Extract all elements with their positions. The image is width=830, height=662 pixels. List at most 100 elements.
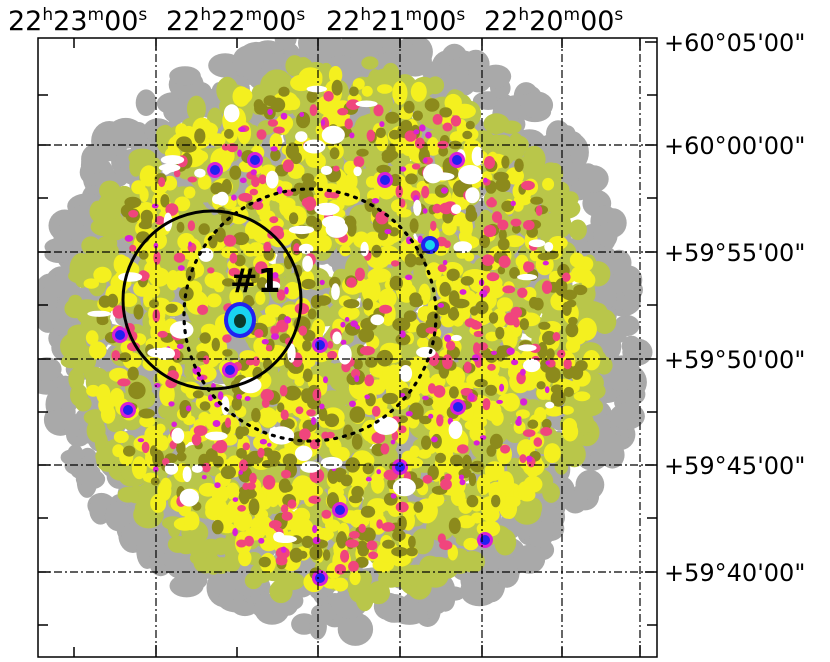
intensity-blob bbox=[338, 305, 360, 321]
intensity-blob bbox=[238, 275, 250, 288]
intensity-blob bbox=[459, 216, 473, 238]
intensity-blob bbox=[194, 128, 206, 144]
intensity-blob bbox=[189, 551, 207, 565]
intensity-blob bbox=[223, 104, 240, 123]
intensity-blob bbox=[519, 454, 527, 464]
intensity-blob bbox=[314, 202, 340, 216]
intensity-blob bbox=[439, 540, 453, 551]
intensity-blob bbox=[271, 272, 279, 279]
intensity-blob bbox=[225, 482, 240, 500]
intensity-blob bbox=[176, 440, 186, 455]
intensity-blob bbox=[399, 330, 406, 338]
intensity-blob bbox=[153, 466, 159, 473]
intensity-blob bbox=[300, 461, 321, 473]
intensity-blob bbox=[362, 462, 374, 475]
intensity-blob bbox=[424, 98, 440, 112]
intensity-blob bbox=[301, 278, 316, 290]
intensity-blob bbox=[321, 125, 345, 144]
intensity-blob bbox=[345, 457, 361, 473]
intensity-blob bbox=[520, 398, 528, 406]
intensity-blob bbox=[365, 176, 378, 188]
intensity-blob bbox=[369, 379, 386, 395]
ra-tick-label: 22h21m00s bbox=[326, 5, 465, 37]
intensity-blob bbox=[343, 299, 360, 309]
intensity-blob bbox=[349, 531, 360, 539]
intensity-blob bbox=[335, 505, 345, 515]
intensity-blob bbox=[277, 402, 285, 413]
intensity-blob bbox=[210, 182, 224, 195]
intensity-blob bbox=[199, 401, 211, 411]
intensity-blob bbox=[295, 445, 313, 461]
intensity-blob bbox=[156, 125, 173, 144]
intensity-blob bbox=[468, 392, 475, 402]
intensity-blob bbox=[251, 220, 274, 244]
intensity-blob bbox=[423, 565, 449, 588]
intensity-blob bbox=[404, 130, 417, 142]
intensity-blob bbox=[323, 376, 328, 384]
intensity-blob bbox=[139, 165, 158, 187]
intensity-blob bbox=[315, 573, 325, 583]
intensity-blob bbox=[331, 79, 343, 96]
intensity-blob bbox=[206, 293, 222, 308]
intensity-blob bbox=[349, 86, 359, 97]
intensity-blob bbox=[506, 457, 523, 478]
intensity-blob bbox=[349, 132, 355, 139]
intensity-blob bbox=[444, 334, 452, 342]
intensity-blob bbox=[211, 442, 225, 452]
intensity-blob bbox=[269, 579, 293, 604]
intensity-blob bbox=[442, 122, 453, 132]
intensity-blob bbox=[281, 469, 291, 479]
intensity-blob bbox=[403, 100, 415, 114]
intensity-blob bbox=[417, 337, 429, 349]
intensity-blob bbox=[301, 388, 314, 400]
intensity-blob bbox=[268, 263, 285, 275]
intensity-blob bbox=[201, 475, 207, 480]
intensity-blob bbox=[68, 367, 85, 391]
intensity-blob bbox=[256, 129, 267, 140]
intensity-blob bbox=[462, 130, 473, 140]
intensity-blob bbox=[212, 194, 224, 205]
intensity-blob bbox=[288, 225, 315, 235]
intensity-blob bbox=[158, 177, 166, 188]
intensity-blob bbox=[107, 293, 119, 308]
intensity-blob bbox=[414, 407, 424, 420]
intensity-blob bbox=[448, 306, 459, 321]
intensity-blob bbox=[498, 393, 515, 408]
intensity-blob bbox=[313, 154, 326, 170]
intensity-blob bbox=[233, 510, 253, 531]
intensity-blob bbox=[231, 397, 242, 411]
intensity-blob bbox=[133, 304, 144, 320]
intensity-blob bbox=[158, 163, 181, 172]
intensity-blob bbox=[141, 441, 150, 454]
intensity-blob bbox=[552, 332, 561, 342]
intensity-blob bbox=[439, 443, 458, 454]
intensity-blob bbox=[38, 357, 62, 381]
intensity-blob bbox=[319, 403, 325, 410]
intensity-blob bbox=[276, 289, 286, 301]
intensity-blob bbox=[491, 350, 497, 355]
intensity-blob bbox=[464, 318, 477, 328]
dec-tick-label: +59°40'00" bbox=[664, 559, 805, 587]
intensity-blob bbox=[378, 288, 397, 308]
intensity-blob bbox=[373, 104, 384, 117]
intensity-blob bbox=[106, 117, 145, 149]
intensity-blob bbox=[381, 152, 395, 164]
intensity-blob bbox=[238, 126, 246, 132]
intensity-blob bbox=[451, 334, 462, 342]
intensity-blob bbox=[370, 314, 385, 326]
intensity-blob bbox=[344, 317, 350, 322]
intensity-blob bbox=[153, 242, 159, 249]
intensity-blob bbox=[521, 180, 535, 191]
intensity-blob bbox=[390, 260, 400, 267]
intensity-blob bbox=[392, 317, 411, 332]
intensity-blob bbox=[437, 303, 445, 308]
intensity-blob bbox=[345, 172, 358, 191]
intensity-blob bbox=[403, 310, 417, 323]
intensity-blob bbox=[553, 198, 581, 219]
intensity-blob bbox=[162, 458, 170, 466]
intensity-blob bbox=[278, 478, 291, 493]
intensity-blob bbox=[384, 228, 392, 235]
intensity-blob bbox=[546, 211, 562, 238]
dec-tick-label: +59°50'00" bbox=[664, 346, 805, 374]
intensity-blob bbox=[124, 196, 142, 209]
